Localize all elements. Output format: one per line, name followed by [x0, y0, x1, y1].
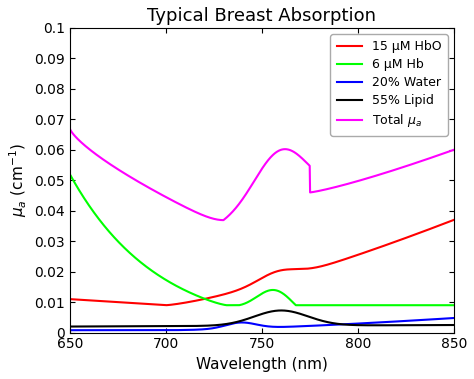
- 6 μM Hb: [367, 303, 373, 307]
- Total μ_a: [106, 161, 112, 166]
- Total μ_a: [451, 147, 457, 152]
- Total μ_a: [237, 201, 242, 206]
- Line: 6 μM Hb: 6 μM Hb: [70, 174, 454, 305]
- 20% Water: [67, 328, 73, 332]
- Total μ_a: [331, 185, 337, 190]
- X-axis label: Wavelength (nm): Wavelength (nm): [196, 357, 328, 372]
- 15 μM HbO: [451, 218, 457, 222]
- 15 μM HbO: [163, 303, 169, 307]
- Title: Typical Breast Absorption: Typical Breast Absorption: [147, 7, 376, 25]
- 6 μM Hb: [224, 303, 229, 307]
- 15 μM HbO: [223, 292, 228, 296]
- Y-axis label: $\mu_a$ (cm$^{-1}$): $\mu_a$ (cm$^{-1}$): [7, 143, 28, 217]
- 6 μM Hb: [222, 303, 228, 307]
- 20% Water: [374, 320, 379, 325]
- 15 μM HbO: [367, 249, 373, 253]
- Total μ_a: [374, 173, 380, 178]
- 55% Lipid: [278, 308, 284, 313]
- 15 μM HbO: [331, 260, 337, 265]
- 55% Lipid: [222, 322, 228, 326]
- 15 μM HbO: [237, 287, 242, 292]
- Total μ_a: [367, 175, 373, 180]
- 55% Lipid: [67, 324, 73, 329]
- 20% Water: [222, 323, 228, 328]
- 55% Lipid: [367, 323, 373, 327]
- Line: 15 μM HbO: 15 μM HbO: [70, 220, 454, 305]
- 55% Lipid: [331, 321, 337, 326]
- 55% Lipid: [374, 323, 380, 327]
- Total μ_a: [67, 126, 73, 131]
- Total μ_a: [220, 218, 226, 222]
- 55% Lipid: [451, 323, 457, 327]
- 6 μM Hb: [67, 172, 73, 177]
- 6 μM Hb: [106, 229, 112, 234]
- 6 μM Hb: [331, 303, 337, 307]
- Legend: 15 μM HbO, 6 μM Hb, 20% Water, 55% Lipid, Total $\mu_a$: 15 μM HbO, 6 μM Hb, 20% Water, 55% Lipid…: [330, 34, 447, 136]
- 15 μM HbO: [374, 246, 380, 251]
- 20% Water: [451, 316, 457, 320]
- Line: 20% Water: 20% Water: [70, 318, 454, 330]
- 55% Lipid: [106, 324, 112, 329]
- 20% Water: [236, 320, 242, 325]
- 6 μM Hb: [451, 303, 457, 307]
- Line: Total μ_a: Total μ_a: [70, 128, 454, 220]
- 15 μM HbO: [67, 297, 73, 301]
- 6 μM Hb: [237, 303, 242, 307]
- 15 μM HbO: [106, 299, 112, 304]
- 20% Water: [366, 321, 372, 325]
- 55% Lipid: [236, 319, 242, 324]
- Total μ_a: [223, 216, 228, 221]
- Line: 55% Lipid: 55% Lipid: [70, 310, 454, 327]
- 20% Water: [331, 323, 337, 327]
- 20% Water: [106, 328, 112, 332]
- 6 μM Hb: [374, 303, 380, 307]
